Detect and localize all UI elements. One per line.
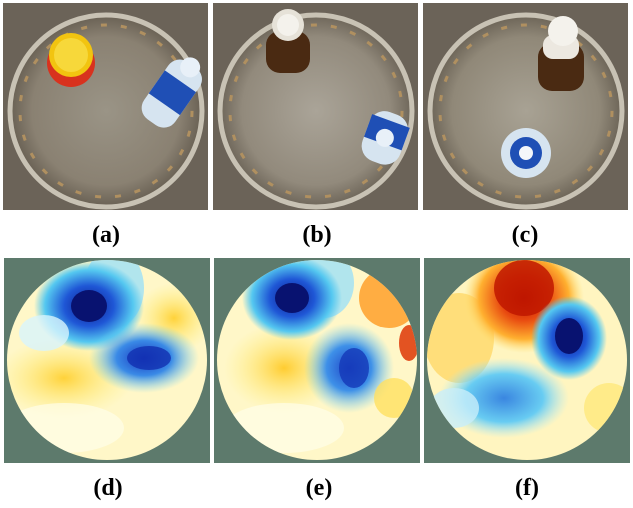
- caption-f: (f): [515, 475, 539, 501]
- photo-a: [3, 3, 208, 210]
- map-d: [4, 258, 210, 463]
- map-f: [424, 258, 630, 463]
- map-e: [214, 258, 420, 463]
- caption-d: (d): [93, 475, 123, 501]
- caption-b: (b): [302, 222, 332, 248]
- caption-a: (a): [92, 222, 120, 248]
- caption-c: (c): [511, 222, 539, 248]
- photo-c: [423, 3, 628, 210]
- photo-b: [213, 3, 418, 210]
- caption-e: (e): [305, 475, 333, 501]
